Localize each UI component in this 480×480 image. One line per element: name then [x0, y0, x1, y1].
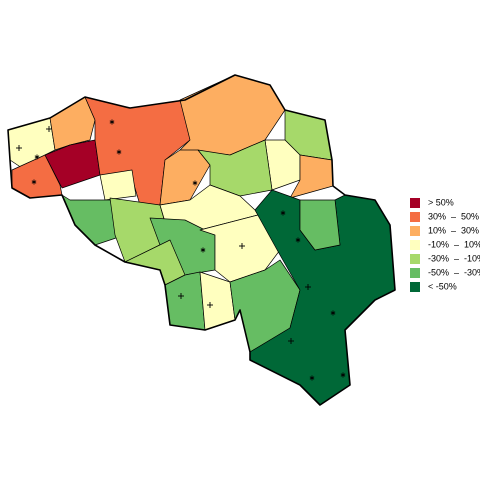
legend-swatch	[410, 268, 420, 278]
legend-swatch	[410, 198, 420, 208]
legend: > 50% 30% – 50% 10% – 30% -10% – 10% -30% – …	[410, 197, 480, 292]
region	[299, 199, 341, 251]
star-marker	[295, 238, 301, 242]
star-marker	[109, 120, 115, 124]
country-outline	[7, 74, 396, 406]
star-marker	[330, 311, 336, 315]
legend-label: 30% – 50%	[428, 211, 479, 221]
star-marker	[200, 248, 206, 252]
legend-swatch	[410, 282, 420, 292]
markers	[16, 119, 346, 381]
regions	[7, 74, 396, 406]
star-marker	[31, 180, 37, 184]
legend-swatch	[410, 226, 420, 236]
region	[197, 139, 273, 197]
legend-label: 10% – 30%	[428, 225, 479, 235]
legend-label: -50% – -30%	[428, 267, 480, 277]
legend-label: < -50%	[428, 281, 457, 291]
star-marker	[34, 155, 40, 159]
star-marker	[192, 181, 198, 185]
region	[289, 154, 334, 199]
legend-swatch	[410, 212, 420, 222]
legend-label: -10% – 10%	[428, 239, 480, 249]
legend-swatch	[410, 240, 420, 250]
legend-label: > 50%	[428, 197, 454, 207]
star-marker	[280, 211, 286, 215]
star-marker	[309, 376, 315, 380]
region	[99, 169, 137, 201]
legend-swatch	[410, 254, 420, 264]
star-marker	[340, 373, 346, 377]
star-marker	[116, 150, 122, 154]
legend-label: -30% – -10%	[428, 253, 480, 263]
